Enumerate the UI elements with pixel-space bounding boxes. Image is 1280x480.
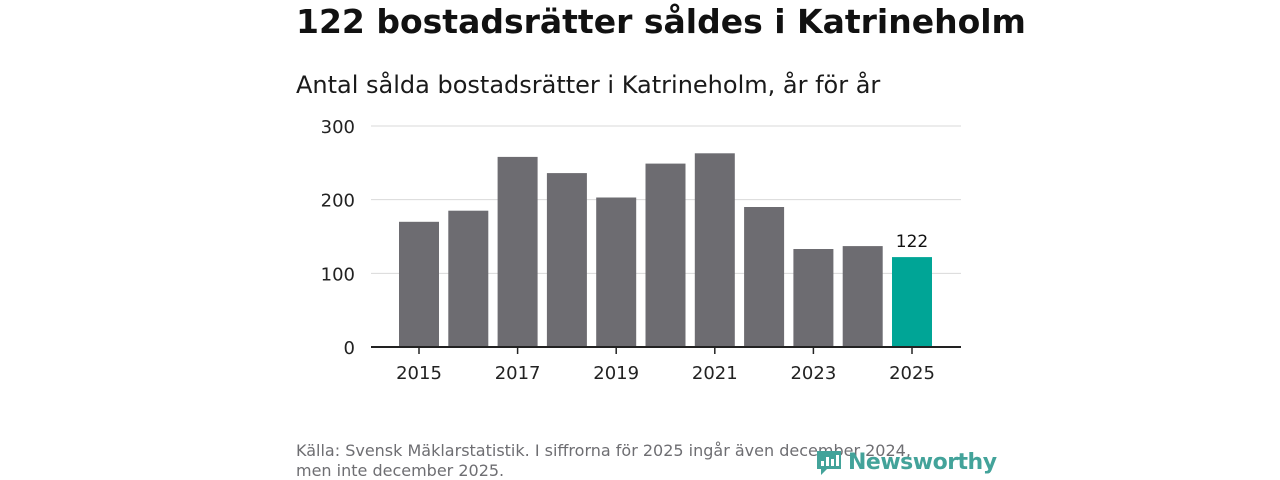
x-tick-label: 2019 <box>593 363 639 384</box>
data-label: 122 <box>896 232 928 252</box>
bar <box>645 163 686 347</box>
x-tick-label: 2017 <box>495 363 541 384</box>
y-tick-label: 300 <box>321 117 355 138</box>
x-tick-label: 2015 <box>396 363 442 384</box>
x-tick-label: 2025 <box>889 363 935 384</box>
x-tick-label: 2021 <box>692 363 738 384</box>
y-tick-label: 0 <box>344 338 355 359</box>
source-note: Källa: Svensk Mäklarstatistik. I siffror… <box>296 441 976 480</box>
newsworthy-logo-icon <box>817 451 841 475</box>
bar <box>399 221 439 347</box>
x-tick-label: 2023 <box>790 363 836 384</box>
bar <box>793 249 834 347</box>
y-tick-label: 100 <box>321 264 355 285</box>
y-tick-label: 200 <box>321 191 355 212</box>
bar <box>497 156 538 347</box>
bar <box>546 173 587 347</box>
bar <box>448 210 489 347</box>
logo-text: Newsworthy <box>848 449 997 475</box>
source-line-1: Källa: Svensk Mäklarstatistik. I siffror… <box>296 441 911 460</box>
chart-subtitle: Antal sålda bostadsrätter i Katrineholm,… <box>296 71 881 99</box>
bar <box>842 246 883 347</box>
bar <box>596 197 637 347</box>
bar-highlight <box>892 257 932 347</box>
newsworthy-logo[interactable]: Newsworthy <box>815 446 997 478</box>
source-line-2: men inte december 2025. <box>296 461 505 480</box>
chart-title: 122 bostadsrätter såldes i Katrineholm <box>296 2 1026 41</box>
bar <box>694 153 735 347</box>
bar <box>744 207 785 347</box>
